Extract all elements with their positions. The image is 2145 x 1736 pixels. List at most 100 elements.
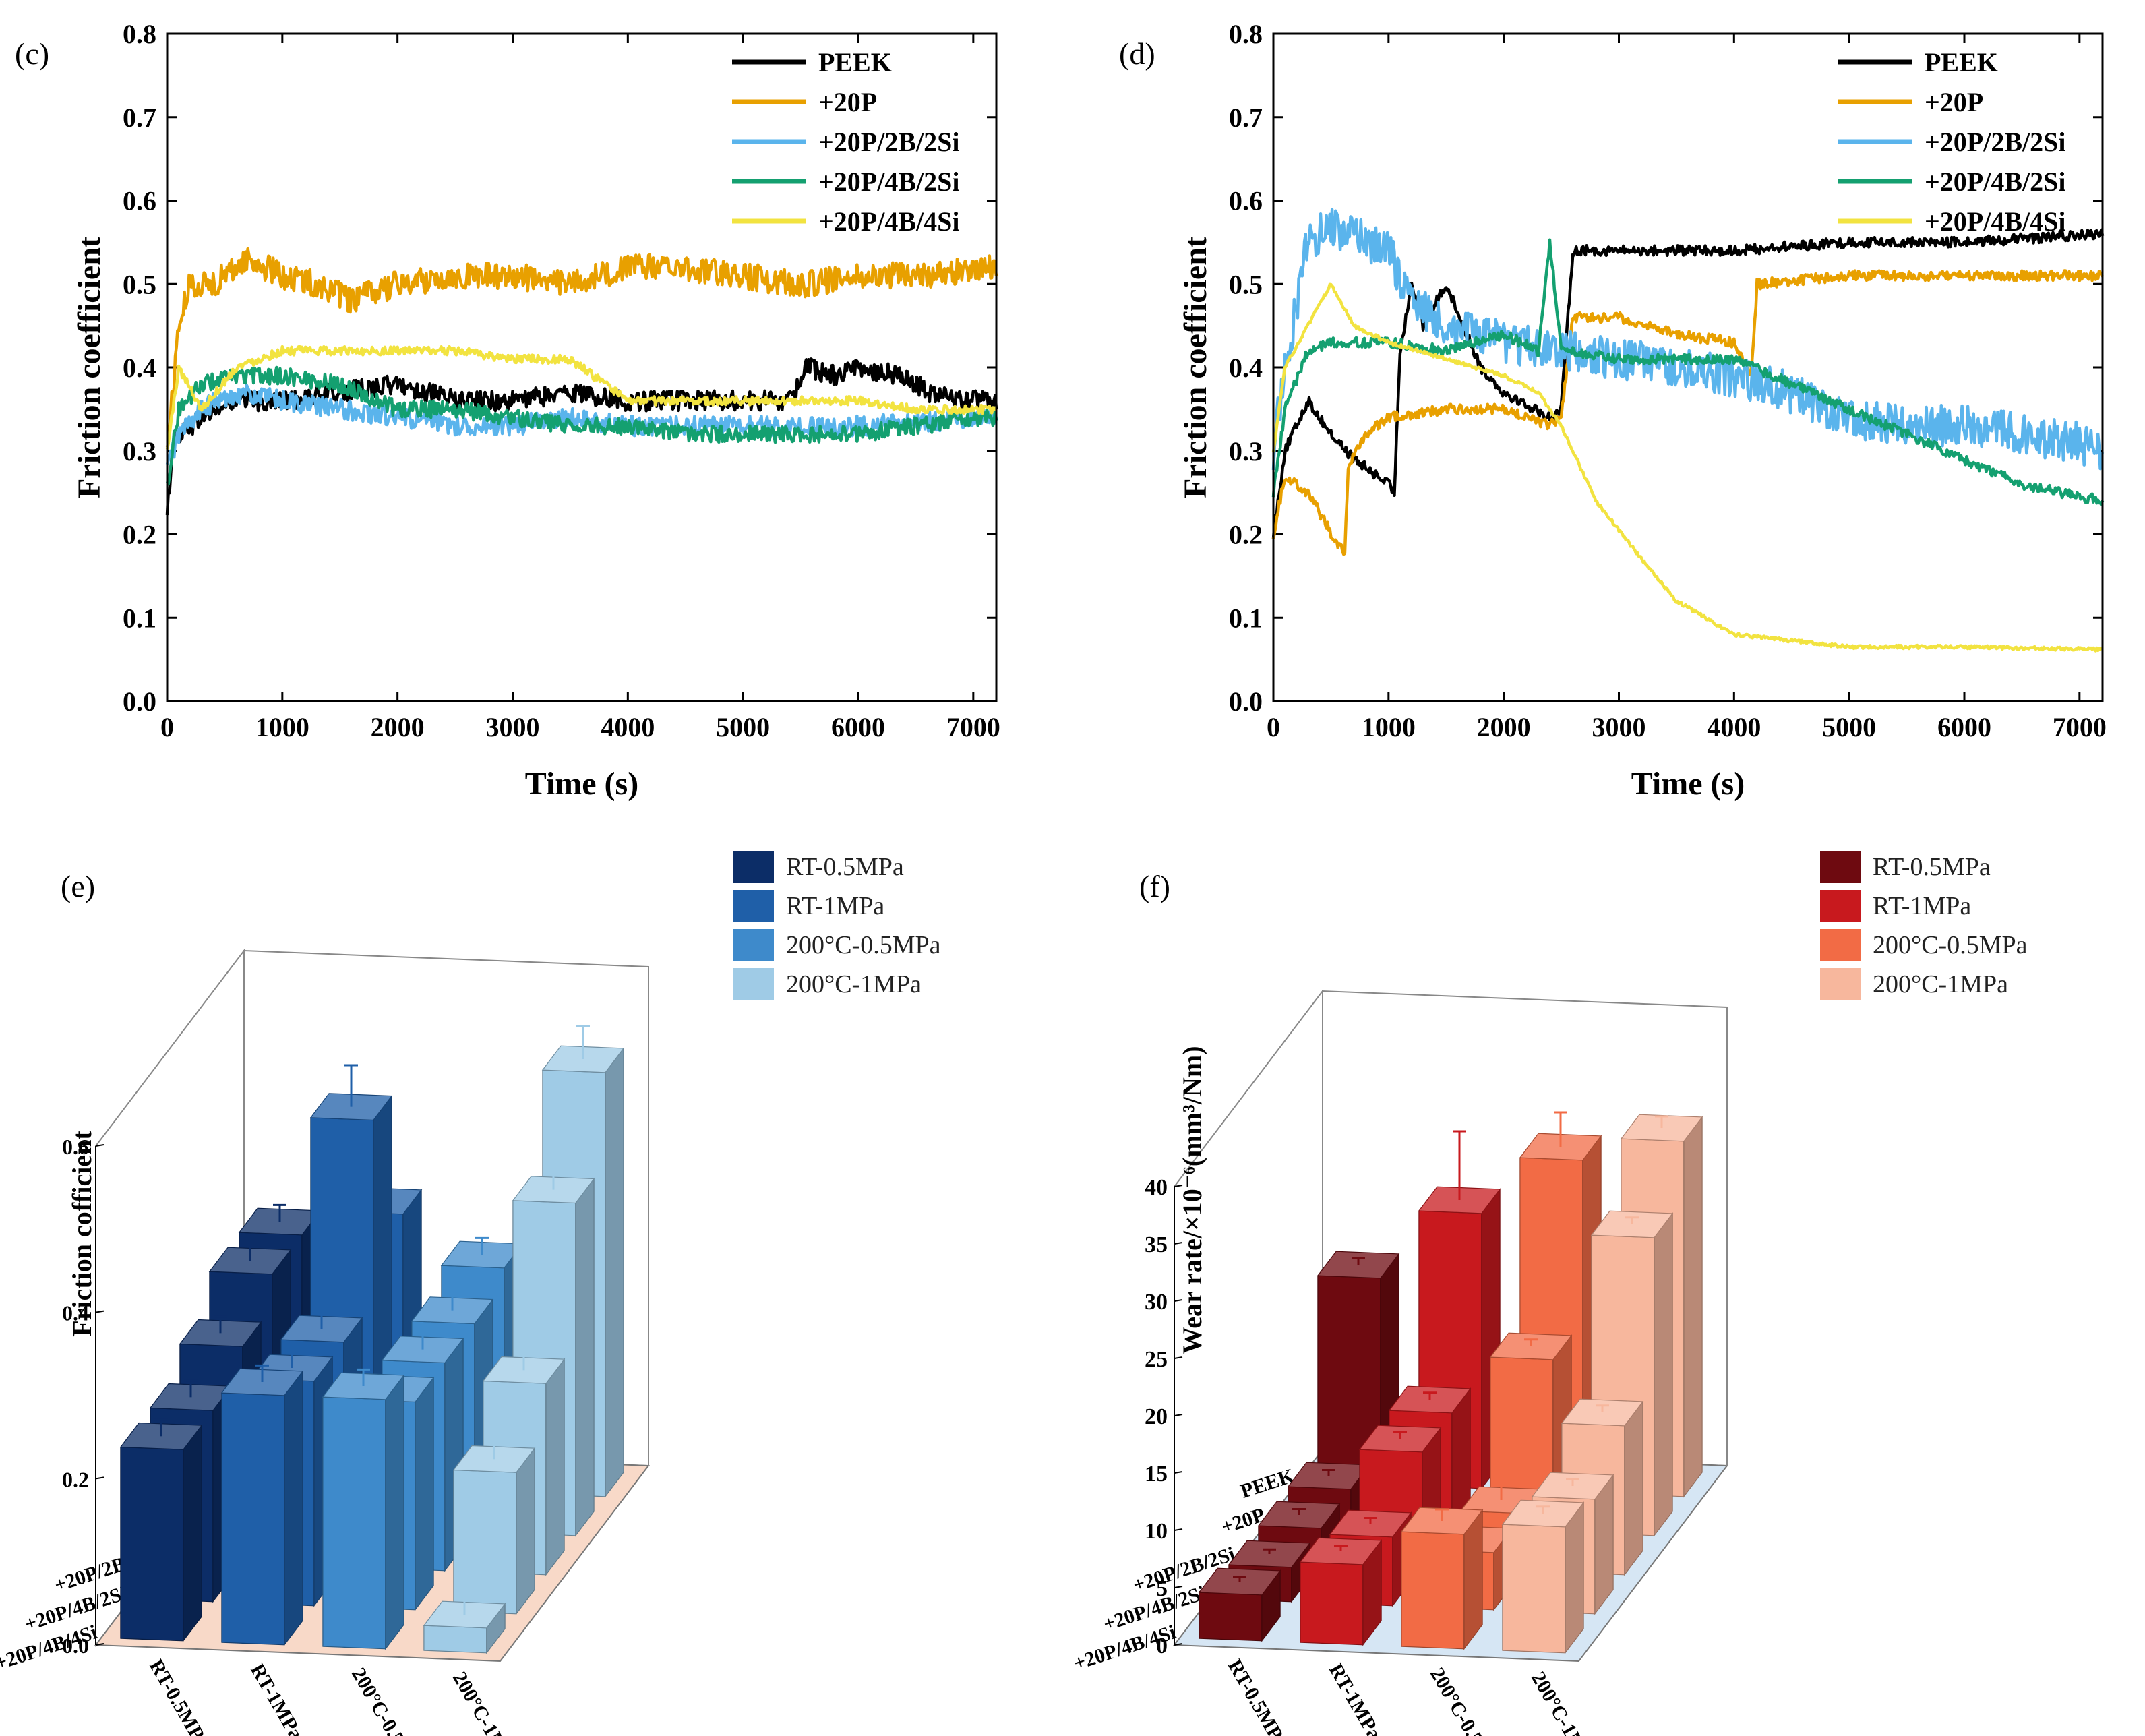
- legend: PEEK +20P +20P/2B/2Si +20P/4B/2Si +20P/4B/4S…: [732, 47, 960, 237]
- y-tick-label: 0.0: [123, 686, 156, 717]
- y-tick-label: 0.7: [1229, 102, 1263, 133]
- legend-label-3: +20P/4B/2Si: [818, 167, 960, 197]
- y-tick-label: 0.6: [1229, 186, 1263, 216]
- panel-f: (f) 0510152025303540PEEK+20P+20P/2B/2Si+…: [1071, 851, 2028, 1736]
- bar-4-2: [1400, 1507, 1484, 1650]
- x-tick-label: 5000: [1822, 712, 1876, 742]
- x-tick-label: 6000: [1937, 712, 1991, 742]
- x-tick-label: 0: [1267, 712, 1280, 742]
- bar-4-3: [423, 1596, 506, 1654]
- legend-swatch-1: [1820, 890, 1861, 922]
- series-line-4: [1271, 282, 2104, 653]
- x-tick-label: 4000: [601, 712, 655, 742]
- z-tick-label: 30: [1145, 1290, 1168, 1315]
- legend-swatch-2: [733, 929, 774, 961]
- y-tick-label: 0.7: [123, 102, 156, 133]
- panel-label-f: (f): [1139, 869, 1170, 903]
- x-tick-label: 7000: [2053, 712, 2107, 742]
- legend-label-0: PEEK: [1925, 47, 1998, 78]
- legend: RT-0.5MPa RT-1MPa 200°C-0.5MPa 200°C-1MPa: [1820, 851, 2028, 1000]
- bar-side-face: [415, 1376, 434, 1611]
- z-tick-mark: [1174, 1299, 1183, 1302]
- x-axis-ticks: 0 1000 2000 3000 4000 5000 6000 7000: [160, 34, 1000, 742]
- x-axis-ticks: 0 1000 2000 3000 4000 5000 6000 7000: [1267, 34, 2107, 742]
- legend-label-4: +20P/4B/4Si: [818, 206, 960, 237]
- series-line-2: [1271, 208, 2105, 471]
- z-tick-label: 10: [1145, 1519, 1168, 1544]
- z-tick-mark: [1174, 1414, 1183, 1416]
- y-tick-label: 0.4: [1229, 353, 1263, 383]
- bar-front-face: [453, 1469, 517, 1615]
- legend-label-1: RT-1MPa: [786, 892, 884, 920]
- bar-side-face: [1683, 1116, 1703, 1498]
- bar-side-face: [575, 1177, 595, 1537]
- series-line-1: [1271, 269, 2105, 556]
- legend-swatch-2: [1820, 929, 1861, 961]
- y-tick-label: 0.6: [123, 186, 156, 216]
- y-tick-label: 0.3: [123, 436, 156, 467]
- bar-front-face: [1300, 1561, 1364, 1646]
- bar-front-face: [1401, 1531, 1465, 1650]
- x-tick-label: 4000: [1707, 712, 1761, 742]
- z-tick-label: 35: [1145, 1232, 1168, 1257]
- bar-side-face: [183, 1424, 202, 1642]
- legend-label-2: 200°C-0.5MPa: [1873, 931, 2028, 959]
- series-lines: [1271, 208, 2105, 653]
- bar-side-face: [545, 1358, 565, 1576]
- series-line-4: [165, 345, 998, 450]
- plot-frame: [1272, 32, 2104, 702]
- z-tick-label: 0.4: [62, 1301, 89, 1325]
- legend: PEEK +20P +20P/2B/2Si +20P/4B/2Si +20P/4B/4S…: [1838, 47, 2066, 237]
- legend-label-1: RT-1MPa: [1873, 892, 1971, 920]
- x-tick-label: 0: [160, 712, 174, 742]
- bar-4-2: [322, 1368, 405, 1650]
- legend-label-2: +20P/2B/2Si: [1925, 127, 2066, 157]
- legend-label-2: +20P/2B/2Si: [818, 127, 960, 157]
- y-tick-label: 0.4: [123, 353, 156, 383]
- x-tick-label: 5000: [716, 712, 770, 742]
- legend-label-3: +20P/4B/2Si: [1925, 167, 2066, 197]
- x-axis-label: Time (s): [1631, 766, 1745, 802]
- bar-front-face: [221, 1392, 285, 1646]
- z-tick-label: 0.0: [62, 1634, 89, 1658]
- z-tick-mark: [1174, 1185, 1183, 1187]
- y-tick-label: 0.0: [1229, 686, 1263, 717]
- plot-frame: [166, 32, 998, 702]
- x-tick-label: 7000: [946, 712, 1000, 742]
- y-tick-label: 0.1: [1229, 603, 1263, 633]
- z-tick-mark: [1174, 1528, 1183, 1531]
- legend-label-3: 200°C-1MPa: [1873, 970, 2008, 998]
- bar-side-face: [605, 1047, 624, 1498]
- x-tick-label: 3000: [1592, 712, 1646, 742]
- x-tick-label: 3000: [486, 712, 540, 742]
- z-tick-mark: [95, 1643, 104, 1646]
- legend-label-0: RT-0.5MPa: [1873, 853, 1991, 881]
- z-tick-label: 15: [1145, 1462, 1168, 1487]
- bar-front-face: [423, 1625, 487, 1654]
- panel-label-e: (e): [61, 869, 95, 903]
- legend-swatch-3: [1820, 968, 1861, 1000]
- y-axis-ticks: 0.0 0.1 0.2 0.3 0.4 0.5 0.6 0.7 0.8: [1229, 19, 2103, 717]
- bar-top-face: [179, 1319, 262, 1347]
- y-tick-label: 0.2: [1229, 520, 1263, 550]
- bar-front-face: [322, 1396, 386, 1650]
- bar-4-1: [220, 1364, 304, 1646]
- y-axis-label: Friction coefficient: [1178, 237, 1213, 498]
- z-tick-mark: [95, 1476, 104, 1480]
- legend-label-1: +20P: [1925, 87, 1983, 117]
- z-tick-label: 0: [1156, 1634, 1168, 1658]
- z-tick-label: 20: [1145, 1404, 1168, 1429]
- z-tick-label: 25: [1145, 1347, 1168, 1372]
- bar-side-face: [1565, 1501, 1584, 1654]
- legend-label-0: RT-0.5MPa: [786, 853, 904, 881]
- bar-4-1: [1299, 1537, 1383, 1646]
- bar-side-face: [1624, 1400, 1643, 1576]
- z-tick-mark: [95, 1144, 104, 1147]
- y-axis-label: Friction coefficient: [71, 237, 107, 498]
- bar-front-face: [1199, 1592, 1263, 1642]
- legend-swatch-3: [733, 968, 774, 1000]
- x-axis-label: Time (s): [525, 766, 638, 802]
- legend-label-2: 200°C-0.5MPa: [786, 931, 941, 959]
- series-line-1: [165, 247, 998, 448]
- bar-4-0: [1198, 1567, 1281, 1642]
